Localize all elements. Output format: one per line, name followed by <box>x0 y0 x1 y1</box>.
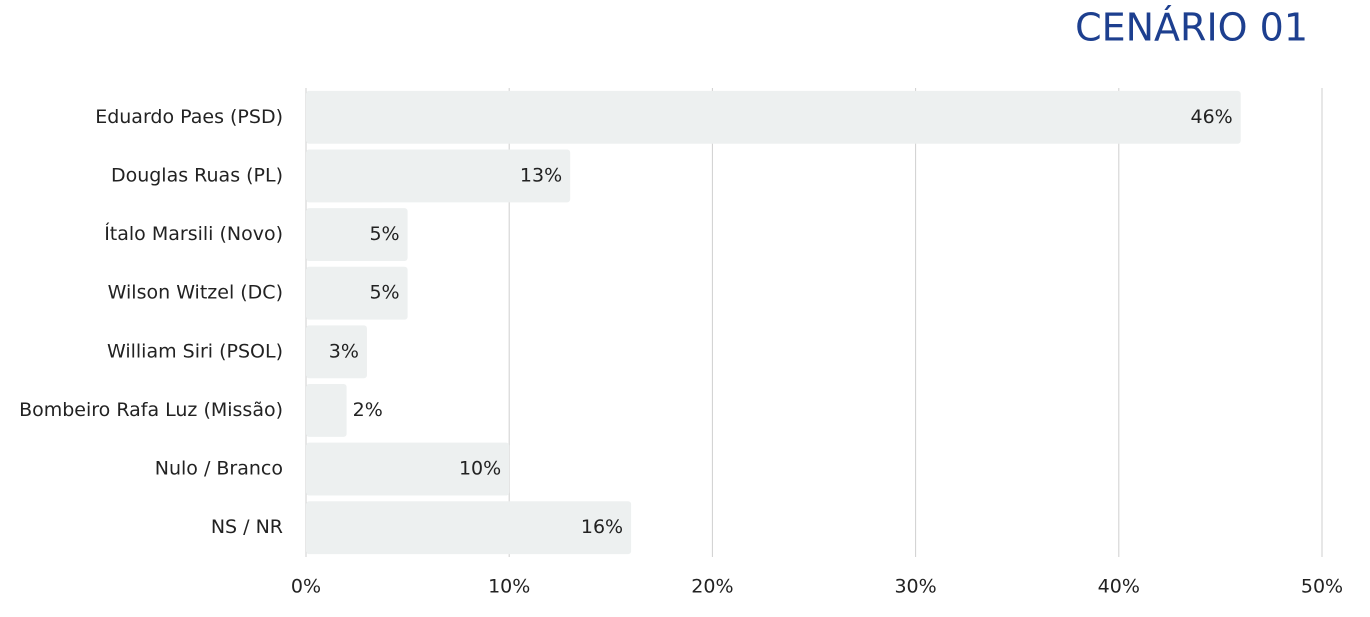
value-label: 5% <box>369 223 399 245</box>
value-label: 10% <box>459 458 501 480</box>
x-tick-label: 50% <box>1301 576 1343 598</box>
y-tick-label: Douglas Ruas (PL) <box>111 164 283 186</box>
y-tick-label: Ítalo Marsili (Novo) <box>104 222 283 245</box>
y-tick-label: Eduardo Paes (PSD) <box>95 106 283 128</box>
x-tick-label: 30% <box>894 576 936 598</box>
y-tick-label: NS / NR <box>211 516 283 538</box>
value-label: 13% <box>520 164 562 186</box>
x-tick-label: 0% <box>291 576 321 598</box>
value-label: 3% <box>329 340 359 362</box>
value-label: 2% <box>353 399 383 421</box>
value-label: 16% <box>581 516 623 538</box>
bar <box>306 90 1241 144</box>
bar <box>306 325 367 379</box>
bar <box>306 384 347 437</box>
bar <box>306 266 408 320</box>
bar <box>306 442 510 496</box>
y-tick-label: Wilson Witzel (DC) <box>108 282 283 304</box>
bar <box>306 149 571 203</box>
bar <box>306 208 408 261</box>
chart-title: CENÁRIO 01 <box>1075 6 1308 50</box>
bar <box>306 501 632 555</box>
x-tick-label: 20% <box>691 576 733 598</box>
x-tick-label: 10% <box>488 576 530 598</box>
x-tick-label: 40% <box>1098 576 1140 598</box>
y-tick-label: Nulo / Branco <box>155 458 283 480</box>
value-label: 5% <box>369 282 399 304</box>
y-tick-label: William Siri (PSOL) <box>107 340 283 362</box>
y-tick-label: Bombeiro Rafa Luz (Missão) <box>19 399 283 421</box>
value-label: 46% <box>1190 106 1232 128</box>
